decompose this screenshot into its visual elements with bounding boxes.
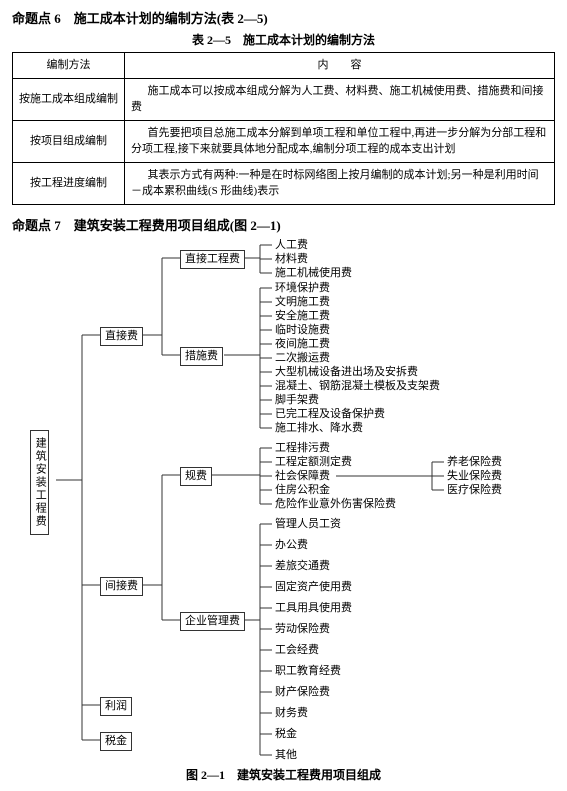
leaf-ins-0: 养老保险费: [447, 456, 502, 470]
leaf-f-0: 工程排污费: [275, 442, 330, 456]
leaf-mg-11: 其他: [275, 749, 297, 763]
row2-content: 其表示方式有两种:一种是在时标网络图上按月编制的成本计划;另一种是利用时间－成本…: [125, 162, 555, 204]
leaf-m-5: 二次搬运费: [275, 352, 330, 366]
leaf-m-3: 临时设施费: [275, 324, 330, 338]
leaf-f-2: 社会保障费: [275, 470, 330, 484]
leaf-m-6: 大型机械设备进出场及安拆费: [275, 366, 418, 380]
node-indirect: 间接费: [100, 577, 143, 596]
node-profit: 利润: [100, 697, 132, 716]
node-tax: 税金: [100, 732, 132, 751]
node-direct-eng: 直接工程费: [180, 250, 245, 269]
topic6-table: 编制方法 内 容 按施工成本组成编制 施工成本可以按成本组成分解为人工费、材料费…: [12, 52, 555, 205]
node-direct: 直接费: [100, 327, 143, 346]
leaf-de-1: 材料费: [275, 253, 308, 267]
node-mgmt: 企业管理费: [180, 612, 245, 631]
row0-method: 按施工成本组成编制: [13, 78, 125, 120]
leaf-mg-2: 差旅交通费: [275, 560, 330, 574]
leaf-mg-5: 劳动保险费: [275, 623, 330, 637]
leaf-mg-0: 管理人员工资: [275, 518, 341, 532]
leaf-mg-6: 工会经费: [275, 644, 319, 658]
leaf-mg-3: 固定资产使用费: [275, 581, 352, 595]
leaf-m-8: 脚手架费: [275, 394, 319, 408]
leaf-ins-1: 失业保险费: [447, 470, 502, 484]
leaf-f-3: 住房公积金: [275, 484, 330, 498]
leaf-mg-4: 工具用具使用费: [275, 602, 352, 616]
row1-method: 按项目组成编制: [13, 120, 125, 162]
topic7-heading: 命题点 7 建筑安装工程费用项目组成(图 2—1): [12, 215, 555, 234]
leaf-f-1: 工程定额测定费: [275, 456, 352, 470]
topic6-heading: 命题点 6 施工成本计划的编制方法(表 2—5): [12, 8, 555, 27]
tree-diagram: 建筑安装工程费 直接费 间接费 利润 税金 直接工程费 措施费 规费 企业管理费…: [12, 240, 552, 760]
leaf-m-2: 安全施工费: [275, 310, 330, 324]
th-content: 内 容: [125, 53, 555, 79]
node-measure: 措施费: [180, 347, 223, 366]
leaf-m-4: 夜间施工费: [275, 338, 330, 352]
topic6-table-caption: 表 2—5 施工成本计划的编制方法: [12, 31, 555, 48]
leaf-mg-7: 职工教育经费: [275, 665, 341, 679]
table-row: 按施工成本组成编制 施工成本可以按成本组成分解为人工费、材料费、施工机械使用费、…: [13, 78, 555, 120]
leaf-m-9: 已完工程及设备保护费: [275, 408, 385, 422]
leaf-m-1: 文明施工费: [275, 296, 330, 310]
leaf-mg-8: 财产保险费: [275, 686, 330, 700]
th-method: 编制方法: [13, 53, 125, 79]
node-fee: 规费: [180, 467, 212, 486]
leaf-m-7: 混凝土、钢筋混凝土模板及支架费: [275, 380, 440, 394]
leaf-mg-9: 财务费: [275, 707, 308, 721]
row2-method: 按工程进度编制: [13, 162, 125, 204]
topic7-figure-caption: 图 2—1 建筑安装工程费用项目组成: [12, 766, 555, 783]
row1-content: 首先要把项目总施工成本分解到单项工程和单位工程中,再进一步分解为分部工程和分项工…: [125, 120, 555, 162]
node-root: 建筑安装工程费: [30, 430, 49, 535]
leaf-de-0: 人工费: [275, 239, 308, 253]
row0-content: 施工成本可以按成本组成分解为人工费、材料费、施工机械使用费、措施费和间接费: [125, 78, 555, 120]
leaf-de-2: 施工机械使用费: [275, 267, 352, 281]
leaf-mg-1: 办公费: [275, 539, 308, 553]
leaf-m-10: 施工排水、降水费: [275, 422, 363, 436]
table-row: 按项目组成编制 首先要把项目总施工成本分解到单项工程和单位工程中,再进一步分解为…: [13, 120, 555, 162]
table-row: 按工程进度编制 其表示方式有两种:一种是在时标网络图上按月编制的成本计划;另一种…: [13, 162, 555, 204]
leaf-mg-10: 税金: [275, 728, 297, 742]
leaf-f-4: 危险作业意外伤害保险费: [275, 498, 396, 512]
leaf-ins-2: 医疗保险费: [447, 484, 502, 498]
leaf-m-0: 环境保护费: [275, 282, 330, 296]
